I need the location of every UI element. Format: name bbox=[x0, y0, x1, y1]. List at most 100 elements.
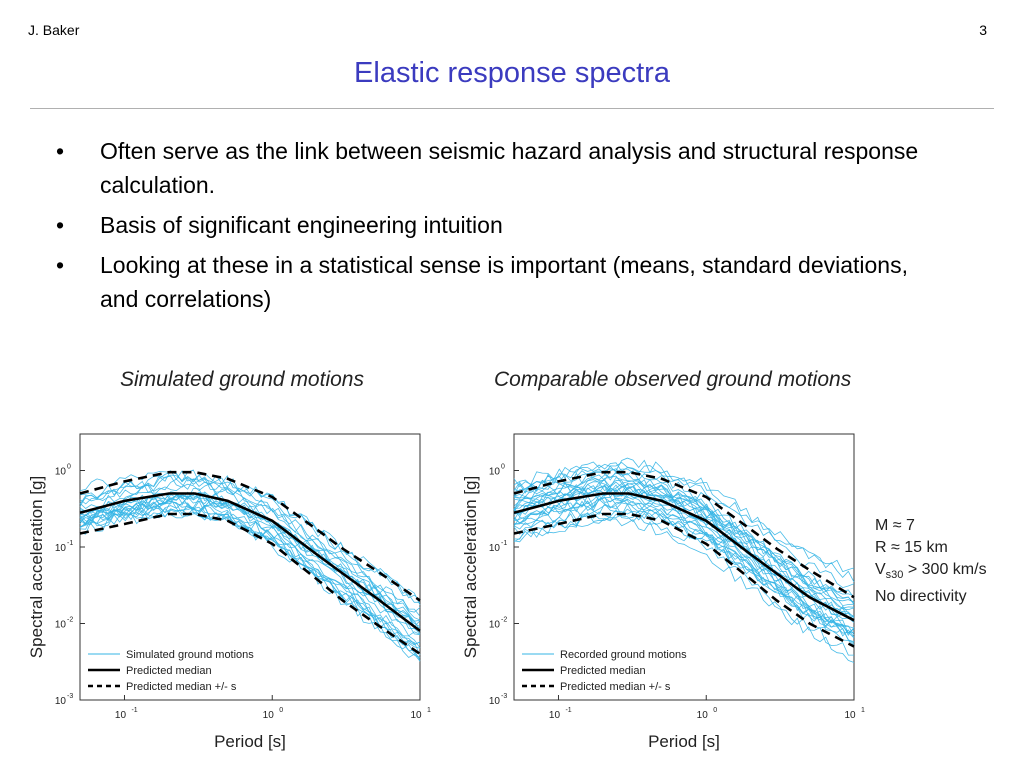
x-tick-exponent: -1 bbox=[565, 707, 571, 714]
median-bound-line bbox=[513, 512, 855, 648]
bullet-item: • Basis of significant engineering intuit… bbox=[56, 208, 936, 242]
author-name: J. Baker bbox=[28, 22, 80, 38]
x-tick-exponent: -1 bbox=[131, 707, 137, 714]
y-axis-label: Spectral acceleration [g] bbox=[27, 476, 46, 658]
median-line bbox=[513, 492, 855, 622]
bullet-icon: • bbox=[56, 212, 65, 238]
ground-motion-traces bbox=[79, 469, 421, 662]
legend-label: Predicted median +/- s bbox=[126, 681, 237, 693]
bullet-icon: • bbox=[56, 138, 65, 164]
y-tick-exponent: -3 bbox=[501, 693, 507, 700]
plot-area bbox=[79, 433, 421, 701]
ground-motion-line bbox=[79, 504, 421, 658]
ground-motion-line bbox=[513, 462, 855, 583]
y-tick-label: 10 bbox=[55, 466, 67, 477]
y-tick-exponent: -1 bbox=[67, 540, 73, 547]
ground-motion-line bbox=[513, 477, 855, 611]
y-tick-label: 10 bbox=[55, 543, 67, 554]
ground-motion-line bbox=[79, 507, 421, 649]
directivity-label: No directivity bbox=[875, 588, 967, 606]
ground-motion-line bbox=[513, 508, 855, 636]
x-tick-exponent: 0 bbox=[713, 707, 717, 714]
median-bound-line bbox=[79, 470, 421, 602]
ground-motion-line bbox=[513, 513, 854, 656]
bullet-list: • Often serve as the link between seismic… bbox=[56, 134, 936, 322]
page-number: 3 bbox=[979, 22, 987, 38]
y-tick-exponent: -1 bbox=[501, 540, 507, 547]
median-bound-line bbox=[79, 512, 421, 655]
ground-motion-line bbox=[513, 480, 855, 599]
caption-simulated: Simulated ground motions bbox=[120, 368, 364, 391]
distance-label: R ≈ 15 km bbox=[875, 539, 948, 556]
ground-motion-line bbox=[79, 471, 421, 606]
y-tick-label: 10 bbox=[55, 619, 67, 630]
y-tick-label: 10 bbox=[55, 696, 67, 707]
bullet-item: • Often serve as the link between seismic… bbox=[56, 134, 936, 202]
y-tick-exponent: -2 bbox=[501, 616, 507, 623]
x-tick-exponent: 1 bbox=[861, 707, 865, 714]
bullet-item: • Looking at these in a statistical sense… bbox=[56, 248, 936, 316]
ground-motion-line bbox=[513, 461, 855, 589]
ground-motion-line bbox=[513, 457, 855, 573]
scenario-parameters: M ≈ 7 R ≈ 15 km Vs30 > 300 km/s No direc… bbox=[875, 515, 987, 608]
ground-motion-line bbox=[79, 507, 421, 662]
ground-motion-traces bbox=[513, 457, 855, 663]
chart-legend: Simulated ground motions Predicted median… bbox=[88, 649, 254, 693]
x-axis-label: Period [s] bbox=[214, 732, 286, 751]
chart-legend: Recorded ground motions Predicted median P… bbox=[522, 649, 687, 693]
x-tick-label: 10 bbox=[844, 710, 856, 721]
magnitude-label: M ≈ 7 bbox=[875, 517, 915, 534]
ground-motion-line bbox=[79, 483, 421, 617]
ground-motion-line bbox=[513, 471, 855, 623]
y-tick-label: 10 bbox=[489, 543, 501, 554]
ground-motion-line bbox=[79, 469, 421, 632]
bullet-icon: • bbox=[56, 252, 65, 278]
ground-motion-line bbox=[513, 468, 855, 603]
bullet-text: Often serve as the link between seismic … bbox=[100, 138, 919, 198]
legend-label: Predicted median bbox=[560, 665, 646, 677]
ground-motion-line bbox=[79, 478, 421, 621]
x-tick-exponent: 0 bbox=[279, 707, 283, 714]
y-tick-label: 10 bbox=[489, 466, 501, 477]
y-tick-exponent: 0 bbox=[67, 463, 71, 470]
x-tick-label: 10 bbox=[263, 710, 275, 721]
x-tick-label: 10 bbox=[410, 710, 422, 721]
vs30-value: > 300 km/s bbox=[903, 561, 987, 578]
ground-motion-line bbox=[79, 494, 421, 645]
ground-motion-line bbox=[513, 496, 855, 644]
y-tick-exponent: -3 bbox=[67, 693, 73, 700]
y-tick-exponent: 0 bbox=[501, 463, 505, 470]
x-tick-label: 10 bbox=[549, 710, 561, 721]
y-tick-label: 10 bbox=[489, 619, 501, 630]
ground-motion-line bbox=[513, 498, 855, 635]
ground-motion-line bbox=[513, 477, 855, 621]
median-bound-line bbox=[513, 470, 855, 599]
y-axis-label: Spectral acceleration [g] bbox=[461, 476, 480, 658]
ground-motion-line bbox=[513, 518, 855, 663]
vs30-base: V bbox=[875, 561, 886, 578]
title-divider bbox=[30, 108, 994, 109]
x-tick-label: 10 bbox=[115, 710, 127, 721]
legend-label: Predicted median bbox=[126, 665, 212, 677]
x-tick-label: 10 bbox=[697, 710, 709, 721]
bullet-text: Looking at these in a statistical sense … bbox=[100, 252, 908, 312]
ground-motion-line bbox=[79, 498, 421, 649]
y-tick-exponent: -2 bbox=[67, 616, 73, 623]
legend-label: Predicted median +/- s bbox=[560, 681, 671, 693]
ground-motion-line bbox=[79, 501, 421, 661]
ground-motion-line bbox=[79, 470, 421, 601]
legend-label: Recorded ground motions bbox=[560, 649, 687, 661]
caption-observed: Comparable observed ground motions bbox=[494, 368, 852, 391]
slide-title: Elastic response spectra bbox=[354, 57, 670, 89]
median-line bbox=[79, 492, 421, 632]
vs30-subscript: s30 bbox=[885, 569, 904, 582]
vs30-label: Vs30 > 300 km/s bbox=[875, 559, 987, 586]
bullet-text: Basis of significant engineering intuiti… bbox=[100, 212, 503, 238]
x-axis-label: Period [s] bbox=[648, 732, 720, 751]
x-tick-exponent: 1 bbox=[427, 707, 431, 714]
legend-label: Simulated ground motions bbox=[126, 649, 254, 661]
ground-motion-line bbox=[513, 485, 855, 617]
